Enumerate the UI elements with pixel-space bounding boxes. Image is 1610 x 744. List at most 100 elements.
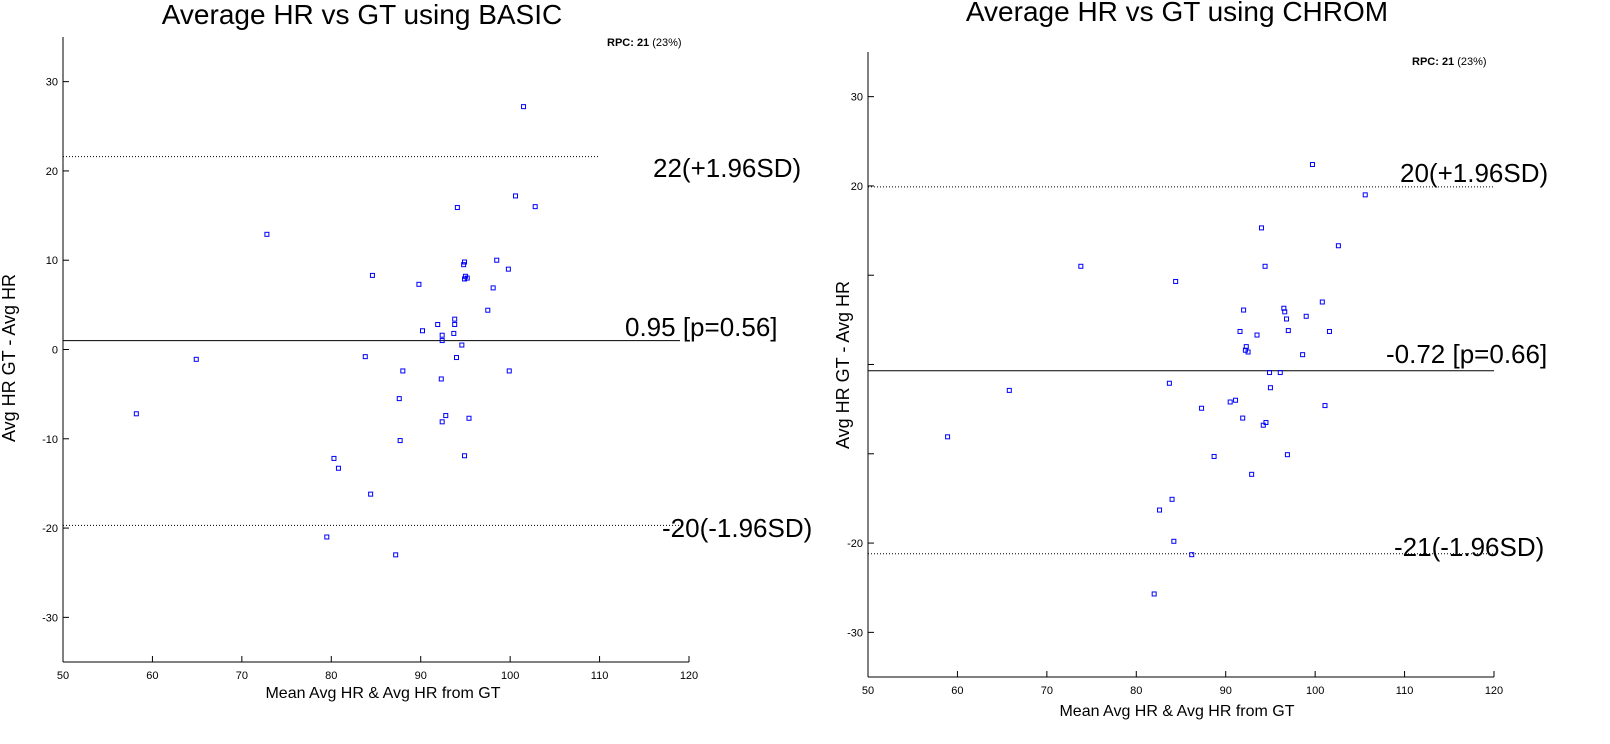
data-point-chrom — [1233, 397, 1239, 403]
data-point-basic — [490, 285, 496, 291]
data-point-basic — [466, 415, 472, 421]
data-point-chrom — [1300, 352, 1306, 358]
data-point-basic — [513, 193, 519, 199]
data-point-chrom — [1199, 405, 1205, 411]
data-point-basic — [331, 455, 337, 461]
y-tick-label-basic: 30 — [46, 77, 58, 89]
data-point-basic — [532, 204, 538, 210]
data-point-basic — [439, 419, 445, 425]
x-tick-label-basic: 60 — [146, 670, 158, 682]
data-point-basic — [396, 396, 402, 402]
x-tick-label-basic: 80 — [325, 670, 337, 682]
data-point-basic — [451, 330, 457, 336]
data-point-basic — [494, 257, 500, 263]
data-point-chrom — [945, 434, 951, 440]
data-point-chrom — [1263, 420, 1269, 426]
data-point-chrom — [1326, 328, 1332, 334]
data-point-chrom — [1285, 328, 1291, 334]
data-point-chrom — [1227, 399, 1233, 405]
x-tick-label-basic: 70 — [236, 670, 248, 682]
data-point-chrom — [1240, 415, 1246, 421]
data-point-chrom — [1260, 422, 1266, 428]
data-point-basic — [461, 262, 467, 268]
data-point-chrom — [1362, 192, 1368, 198]
data-point-basic — [454, 205, 460, 211]
y-tick-label-chrom: 20 — [851, 181, 863, 193]
x-tick-label-chrom: 50 — [862, 685, 874, 697]
mean-label-basic: 0.95 [p=0.56] — [625, 312, 778, 342]
y-tick-label-basic: 10 — [46, 255, 58, 267]
x-tick-label-chrom: 60 — [951, 685, 963, 697]
data-point-basic — [453, 355, 459, 361]
x-tick-label-basic: 100 — [501, 670, 519, 682]
data-point-basic — [324, 534, 330, 540]
x-tick-label-basic: 120 — [680, 670, 698, 682]
data-point-chrom — [1254, 332, 1260, 338]
panel-basic: Average HR vs GT using BASIC Avg HR GT -… — [0, 0, 812, 702]
data-point-chrom — [1322, 403, 1328, 409]
data-point-basic — [369, 272, 375, 278]
data-point-chrom — [1169, 496, 1175, 502]
x-tick-label-chrom: 120 — [1485, 685, 1503, 697]
data-point-chrom — [1241, 307, 1247, 313]
x-tick-label-basic: 50 — [57, 670, 69, 682]
mean-label-chrom: -0.72 [p=0.66] — [1386, 339, 1547, 369]
y-axis-label-chrom: Avg HR GT - Avg HR — [833, 281, 853, 449]
y-tick-label-basic: -20 — [42, 523, 58, 535]
data-point-chrom — [1243, 344, 1249, 350]
panel-chrom: Average HR vs GT using CHROM Avg HR GT -… — [833, 0, 1548, 720]
rpc-value-chrom: RPC: 21 — [1412, 56, 1454, 68]
data-point-basic — [400, 368, 406, 374]
x-axis-label-chrom: Mean Avg HR & Avg HR from GT — [1059, 703, 1294, 720]
y-tick-label-basic: -10 — [42, 434, 58, 446]
data-point-basic — [416, 281, 422, 287]
data-point-chrom — [1166, 380, 1172, 386]
data-point-basic — [362, 354, 368, 360]
data-point-chrom — [1335, 243, 1341, 249]
chart-title-basic: Average HR vs GT using BASIC — [162, 0, 562, 30]
data-point-basic — [452, 316, 458, 322]
data-point-basic — [439, 332, 445, 338]
y-tick-label-basic: 20 — [46, 166, 58, 178]
data-point-chrom — [1078, 263, 1084, 269]
data-point-chrom — [1282, 309, 1288, 315]
data-point-chrom — [1006, 387, 1012, 393]
x-tick-label-basic: 90 — [415, 670, 427, 682]
data-point-basic — [335, 465, 341, 471]
rpc-value-basic: RPC: 21 — [607, 37, 649, 49]
data-point-chrom — [1151, 591, 1157, 597]
data-point-chrom — [1267, 370, 1273, 376]
data-point-basic — [485, 307, 491, 313]
data-point-basic — [506, 368, 512, 374]
data-point-basic — [133, 411, 139, 417]
x-tick-label-chrom: 110 — [1396, 685, 1414, 697]
data-point-basic — [443, 413, 449, 419]
data-point-basic — [397, 438, 403, 444]
x-tick-label-chrom: 80 — [1130, 685, 1142, 697]
data-point-chrom — [1157, 507, 1163, 513]
data-point-basic — [438, 376, 444, 382]
chart-title-chrom: Average HR vs GT using CHROM — [966, 0, 1388, 27]
y-tick-label-basic: -30 — [42, 612, 58, 624]
data-point-chrom — [1303, 313, 1309, 319]
data-point-basic — [521, 104, 527, 110]
y-tick-label-chrom: -20 — [847, 538, 863, 550]
data-point-basic — [193, 356, 199, 362]
x-axis-label-basic: Mean Avg HR & Avg HR from GT — [265, 685, 500, 702]
rpc-label-basic: RPC: 21 (23%) — [607, 37, 682, 49]
data-point-basic — [505, 266, 511, 272]
x-tick-label-chrom: 70 — [1041, 685, 1053, 697]
data-point-chrom — [1237, 328, 1243, 334]
upper-loa-label-basic: 22(+1.96SD) — [653, 153, 801, 183]
data-point-chrom — [1262, 263, 1268, 269]
data-point-chrom — [1258, 225, 1264, 231]
data-point-chrom — [1277, 370, 1283, 376]
data-point-basic — [462, 259, 468, 265]
rpc-percent-chrom: (23%) — [1457, 56, 1486, 68]
data-point-chrom — [1267, 385, 1273, 391]
data-point-chrom — [1309, 162, 1315, 167]
x-tick-label-basic: 110 — [591, 670, 609, 682]
data-point-chrom — [1284, 316, 1290, 322]
